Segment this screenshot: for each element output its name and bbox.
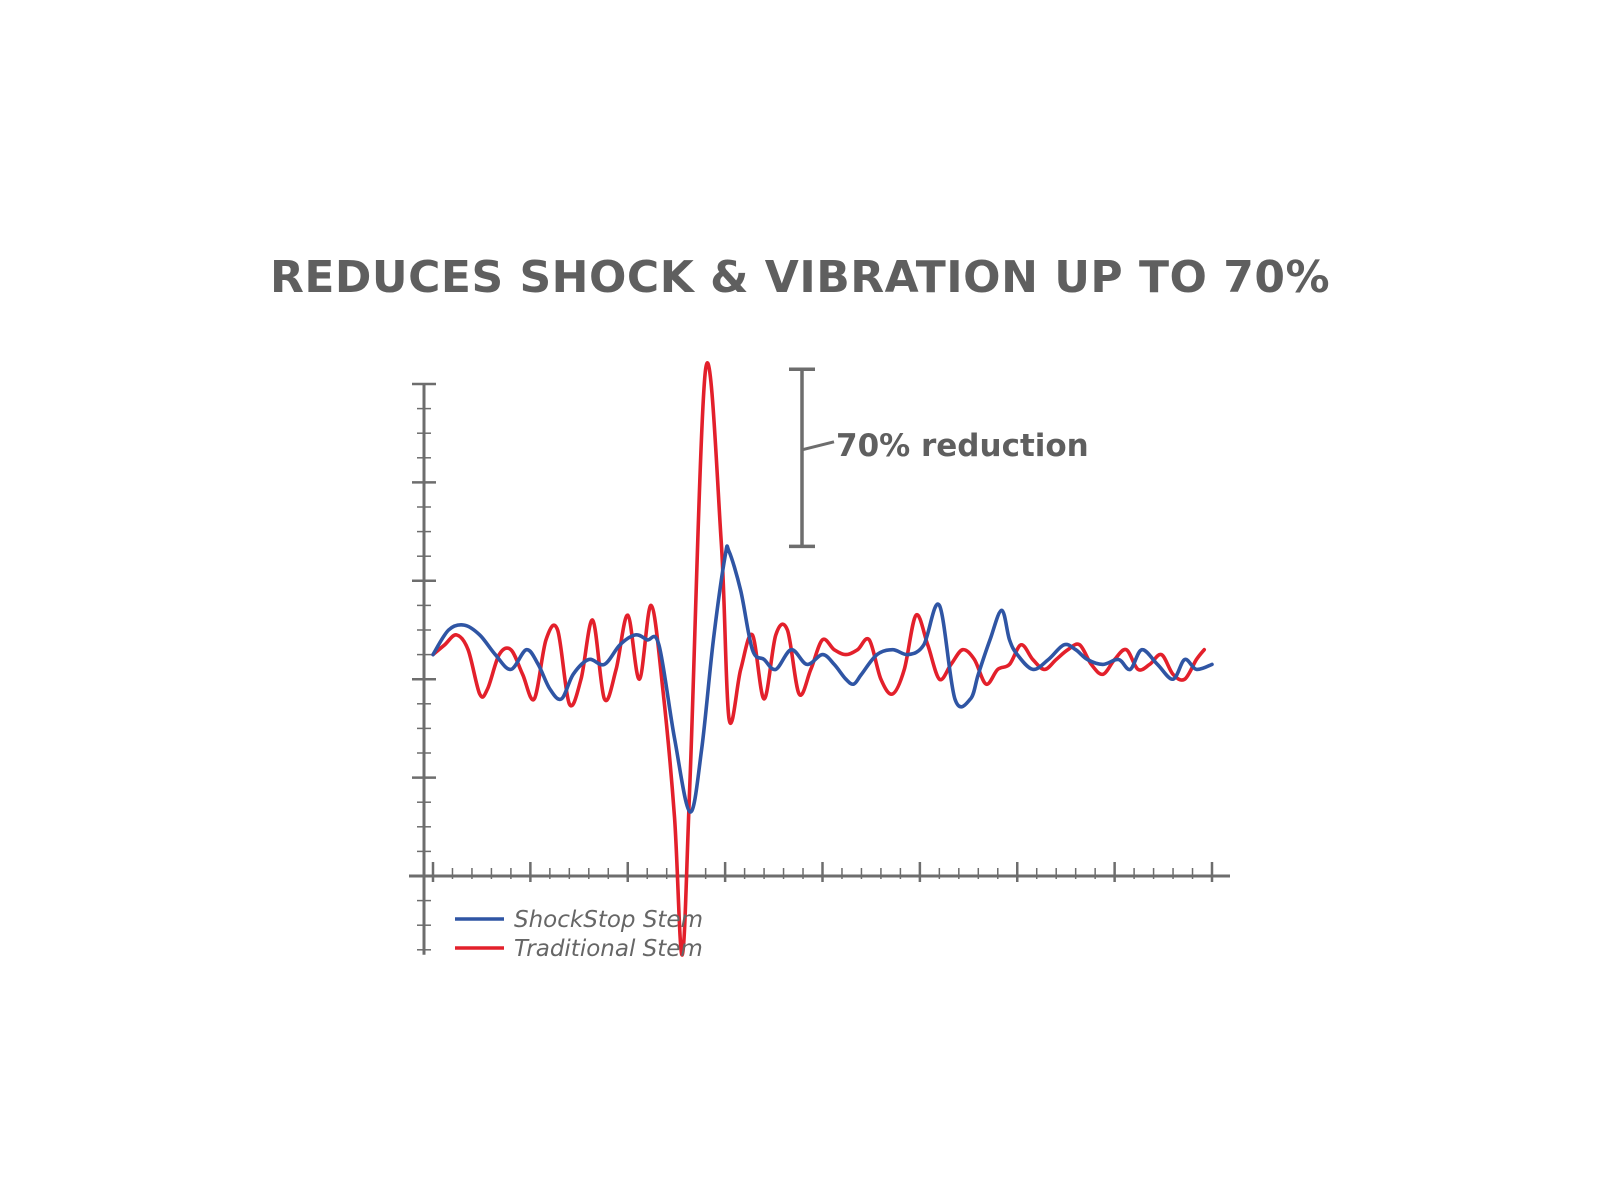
chart-title: REDUCES SHOCK & VIBRATION UP TO 70%	[270, 252, 1330, 303]
series-lines	[431, 361, 1214, 957]
series-line-shockstop-stem	[431, 544, 1214, 814]
legend-label-traditional: Traditional Stem	[514, 936, 703, 962]
y-axis	[412, 382, 436, 955]
legend-label-shockstop: ShockStop Stem	[514, 907, 703, 933]
x-axis	[409, 862, 1230, 882]
reduction-label: 70% reduction	[836, 428, 1089, 464]
series-line-traditional-stem	[431, 361, 1206, 957]
legend: ShockStop Stem Traditional Stem	[455, 907, 703, 962]
reduction-leader-line	[801, 440, 835, 452]
reduction-annotation: 70% reduction	[789, 367, 1089, 549]
